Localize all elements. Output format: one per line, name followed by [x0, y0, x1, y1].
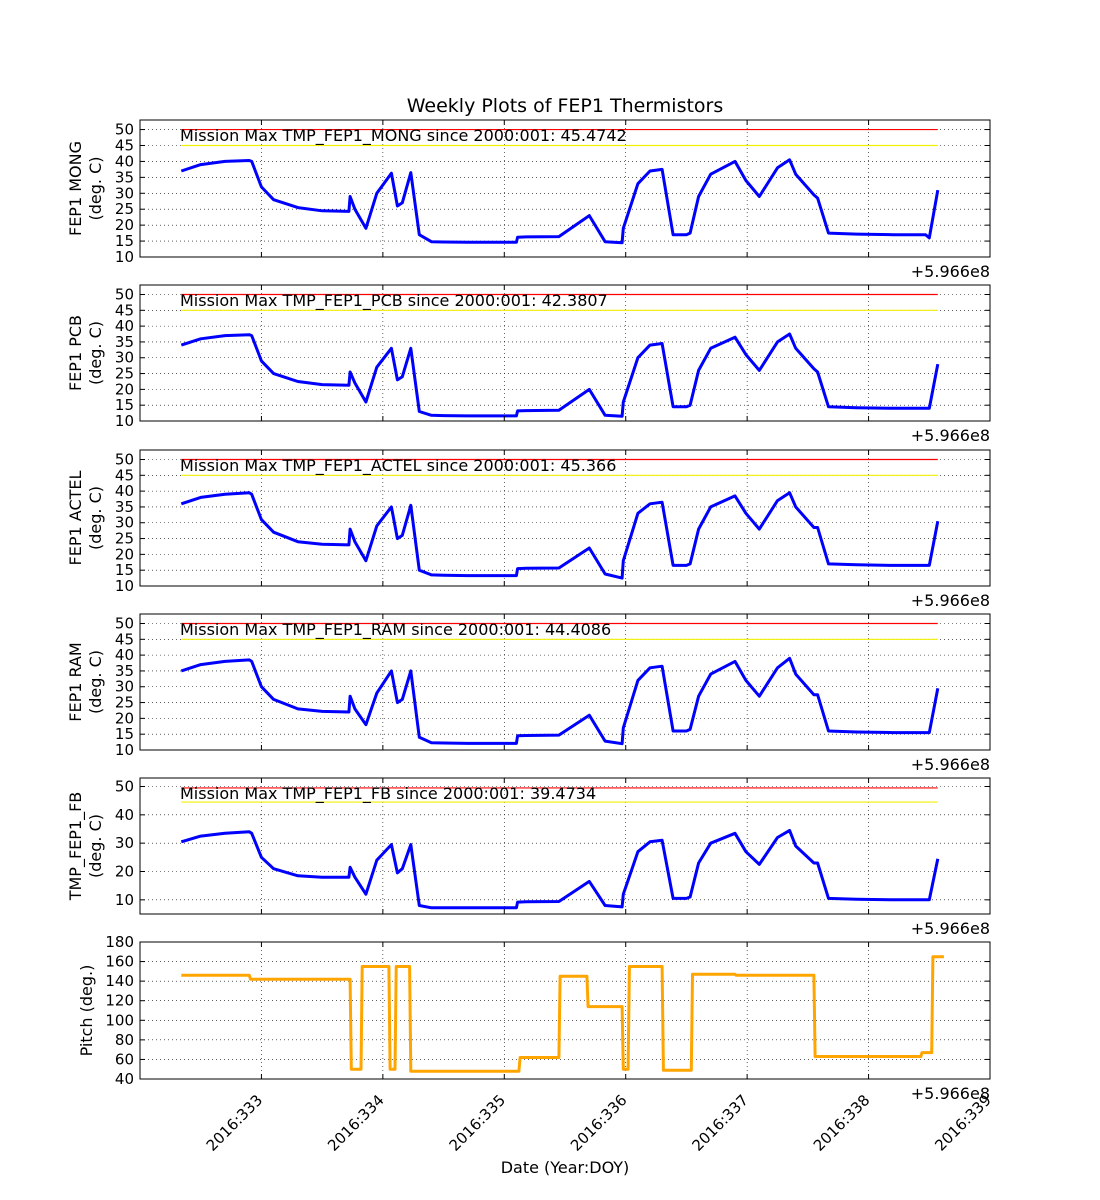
y-tick-label: 50 — [115, 285, 134, 303]
y-tick-label: 120 — [105, 992, 134, 1010]
panel-1: Mission Max TMP_FEP1_MONG since 2000:001… — [66, 119, 991, 281]
y-tick-label: 160 — [105, 953, 134, 971]
y-tick-label: 40 — [115, 482, 134, 500]
figure-title: Weekly Plots of FEP1 Thermistors — [407, 95, 724, 117]
y-tick-label: 10 — [115, 741, 134, 759]
y-tick-label: 40 — [115, 1070, 134, 1088]
y-axis-label: (deg. C) — [86, 650, 105, 714]
y-tick-label: 60 — [115, 1050, 134, 1068]
y-tick-label: 10 — [115, 577, 134, 595]
y-tick-label: 35 — [115, 168, 134, 186]
y-tick-label: 15 — [115, 396, 134, 414]
y-axis-label: (deg. C) — [86, 157, 105, 221]
y-tick-label: 20 — [115, 216, 134, 234]
x-offset-label: +5.966e8 — [911, 919, 990, 938]
data-series-line — [180, 158, 940, 245]
panel-2: Mission Max TMP_FEP1_PCB since 2000:001:… — [66, 284, 991, 445]
y-tick-label: 30 — [115, 184, 134, 202]
data-series-line — [180, 332, 940, 418]
data-series-line — [180, 656, 940, 746]
y-tick-label: 20 — [115, 863, 134, 881]
y-axis-label: (deg. C) — [86, 321, 105, 385]
y-tick-label: 15 — [115, 725, 134, 743]
y-axis-label: (deg. C) — [86, 814, 105, 878]
mission-max-annotation: Mission Max TMP_FEP1_PCB since 2000:001:… — [180, 291, 608, 311]
x-offset-label: +5.966e8 — [911, 426, 990, 445]
y-axis-label: FEP1 PCB — [66, 315, 85, 391]
x-axis-label: Date (Year:DOY) — [501, 1158, 630, 1177]
y-tick-label: 25 — [115, 530, 134, 548]
y-tick-label: 35 — [115, 333, 134, 351]
plot-frame — [139, 613, 991, 751]
y-tick-label: 40 — [115, 806, 134, 824]
x-offset-label: +5.966e8 — [911, 262, 990, 281]
y-tick-label: 30 — [115, 678, 134, 696]
y-tick-label: 50 — [115, 778, 134, 796]
y-tick-label: 45 — [115, 136, 134, 154]
plot-frame — [139, 449, 991, 587]
y-axis-label: TMP_FEP1_FB — [66, 792, 86, 902]
mission-max-annotation: Mission Max TMP_FEP1_ACTEL since 2000:00… — [180, 456, 616, 476]
y-tick-label: 100 — [105, 1011, 134, 1029]
data-series-line — [180, 828, 940, 910]
x-offset-label: +5.966e8 — [911, 755, 990, 774]
y-tick-label: 25 — [115, 200, 134, 218]
mission-max-annotation: Mission Max TMP_FEP1_RAM since 2000:001:… — [180, 620, 611, 640]
y-tick-label: 45 — [115, 466, 134, 484]
data-series-line — [181, 955, 944, 1073]
y-tick-label: 180 — [105, 933, 134, 951]
data-series-line — [180, 491, 940, 580]
y-tick-label: 10 — [115, 891, 134, 909]
y-tick-label: 50 — [115, 614, 134, 632]
y-tick-label: 140 — [105, 972, 134, 990]
y-tick-label: 10 — [115, 412, 134, 430]
panel-3: Mission Max TMP_FEP1_ACTEL since 2000:00… — [66, 449, 991, 610]
y-tick-label: 35 — [115, 662, 134, 680]
y-tick-label: 45 — [115, 301, 134, 319]
y-tick-label: 10 — [115, 248, 134, 266]
plot-frame — [139, 119, 991, 258]
y-tick-label: 40 — [115, 152, 134, 170]
y-tick-label: 20 — [115, 380, 134, 398]
y-tick-label: 25 — [115, 694, 134, 712]
y-axis-label: Pitch (deg.) — [77, 965, 96, 1057]
y-axis-label: (deg. C) — [86, 486, 105, 550]
plot-frame — [139, 941, 991, 1080]
y-tick-label: 20 — [115, 709, 134, 727]
y-tick-label: 50 — [115, 121, 134, 139]
y-axis-label: FEP1 ACTEL — [66, 470, 85, 565]
plot-frame — [139, 284, 991, 422]
panels: Mission Max TMP_FEP1_MONG since 2000:001… — [66, 119, 995, 1155]
x-offset-label: +5.966e8 — [911, 591, 990, 610]
y-axis-label: FEP1 MONG — [66, 141, 85, 236]
y-tick-label: 40 — [115, 317, 134, 335]
y-axis-label: FEP1 RAM — [66, 642, 85, 721]
y-tick-label: 30 — [115, 834, 134, 852]
mission-max-annotation: Mission Max TMP_FEP1_FB since 2000:001: … — [180, 784, 596, 804]
panel-4: Mission Max TMP_FEP1_RAM since 2000:001:… — [66, 613, 991, 774]
y-tick-label: 35 — [115, 498, 134, 516]
y-tick-label: 45 — [115, 630, 134, 648]
y-tick-label: 40 — [115, 646, 134, 664]
panel-5: Mission Max TMP_FEP1_FB since 2000:001: … — [66, 777, 991, 938]
y-tick-label: 50 — [115, 450, 134, 468]
mission-max-annotation: Mission Max TMP_FEP1_MONG since 2000:001… — [180, 126, 627, 146]
y-tick-label: 25 — [115, 365, 134, 383]
x-offset-label: +5.966e8 — [911, 1084, 990, 1103]
y-tick-label: 30 — [115, 349, 134, 367]
y-tick-label: 15 — [115, 561, 134, 579]
plot-frame — [139, 777, 991, 915]
y-tick-label: 20 — [115, 545, 134, 563]
y-tick-label: 15 — [115, 232, 134, 250]
y-tick-label: 80 — [115, 1031, 134, 1049]
y-tick-label: 30 — [115, 514, 134, 532]
